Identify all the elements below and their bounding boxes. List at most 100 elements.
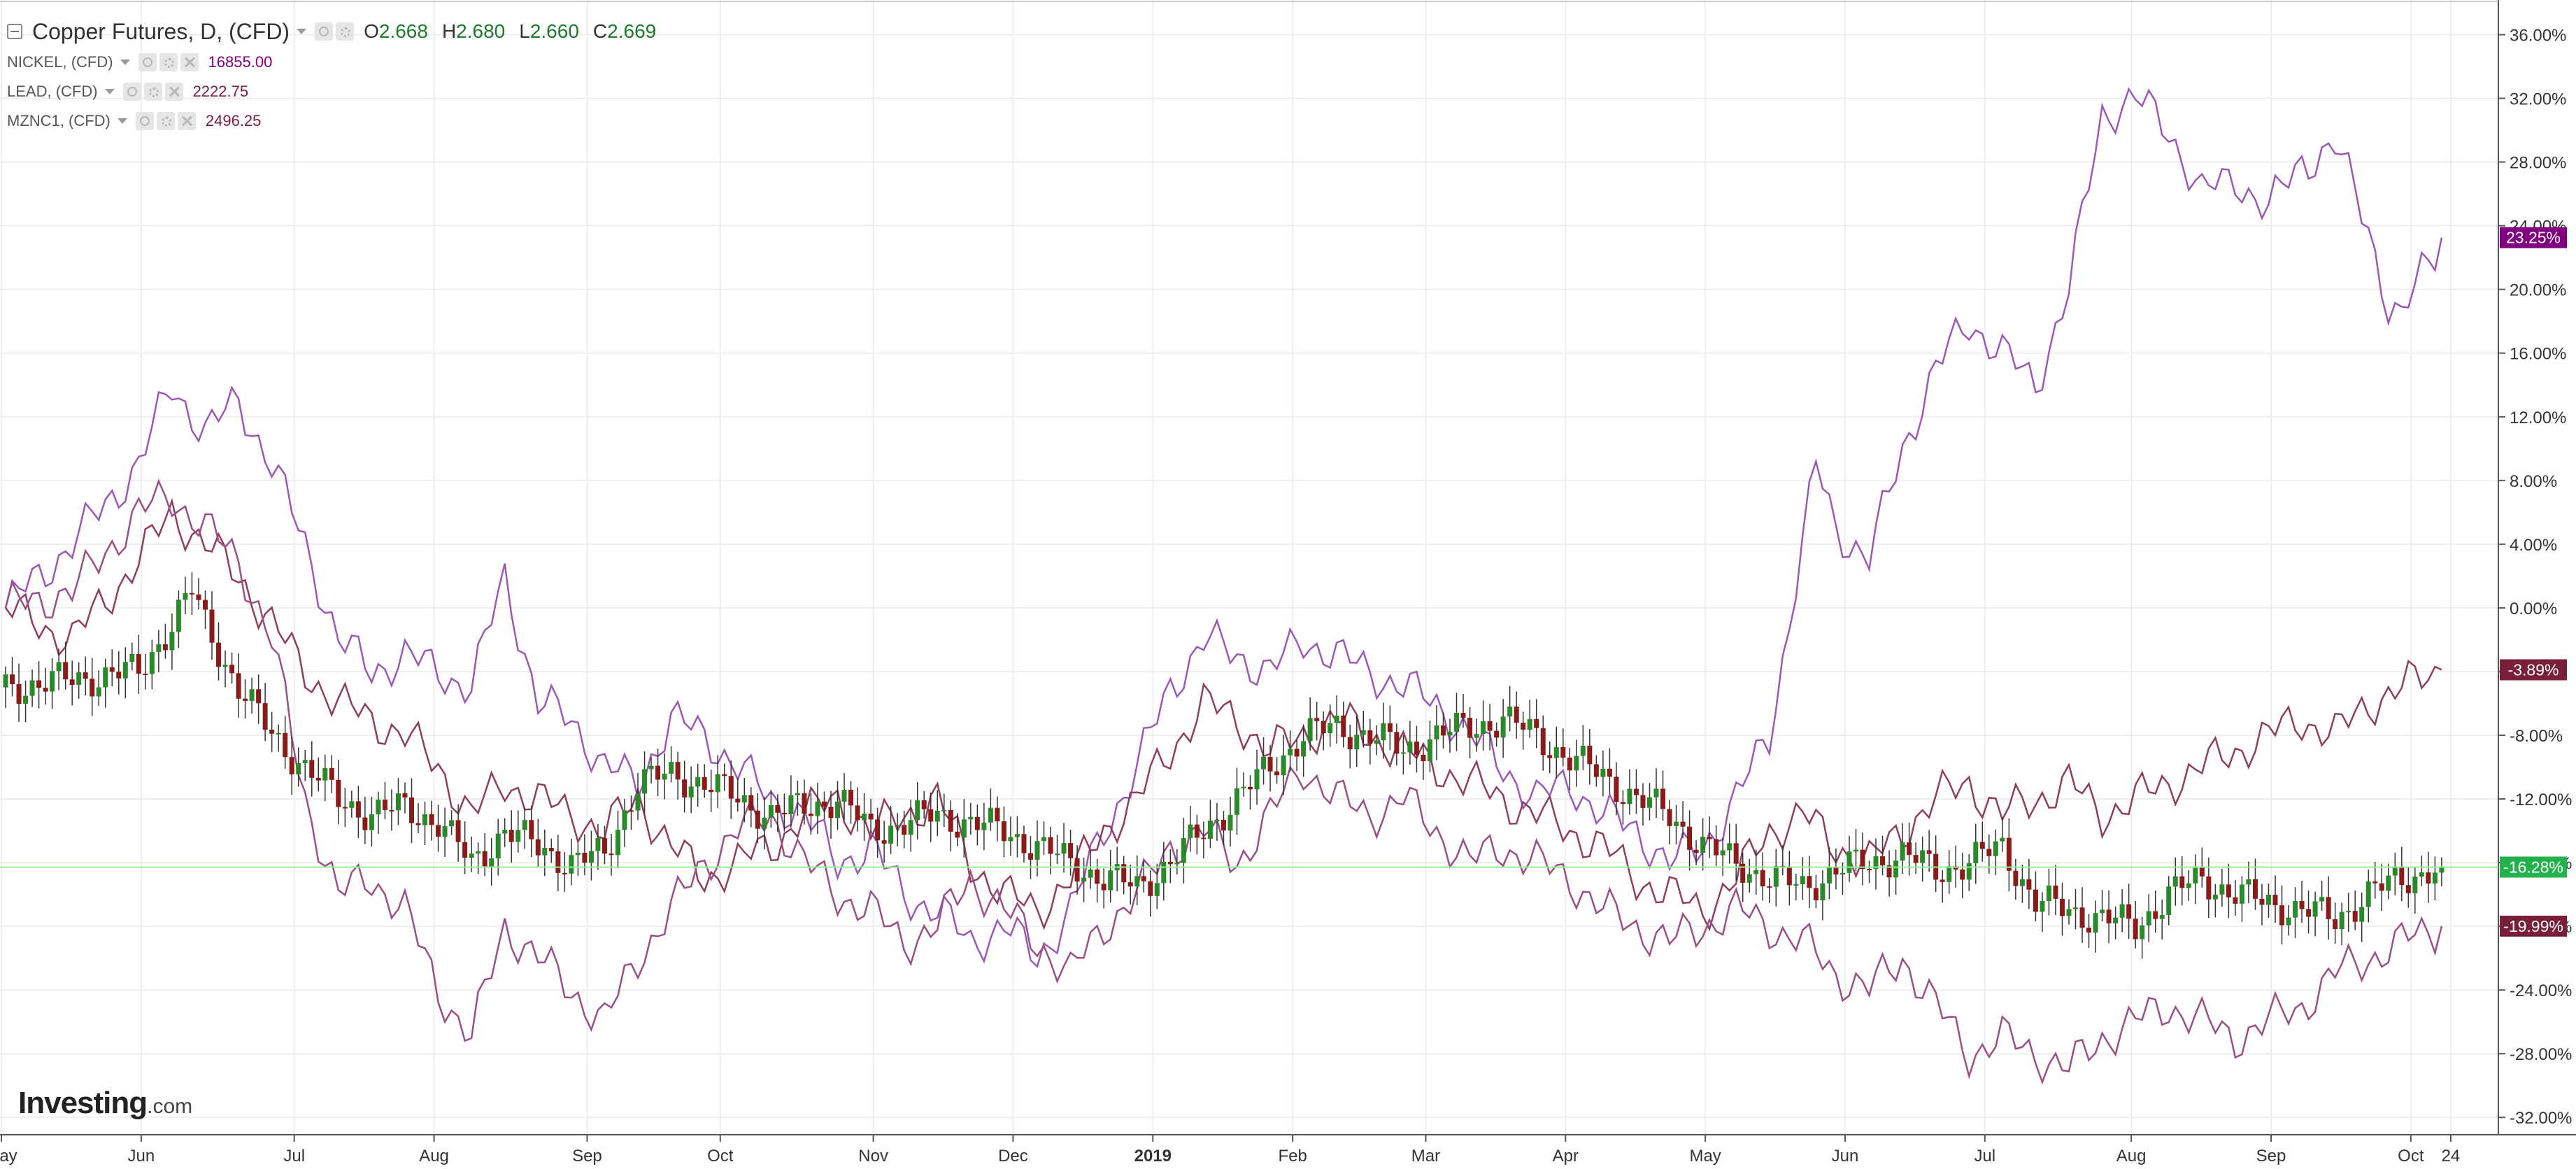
candle-body [1947,866,1952,882]
candle-body [1321,721,1326,734]
candle-body [162,644,168,651]
value-label-text: -19.99% [2503,917,2563,935]
candle-body [2146,911,2151,926]
candle-body [1733,843,1739,864]
candle-body [728,776,734,799]
candle-body [1880,856,1886,865]
collapse-legend-icon[interactable] [7,24,22,39]
candle-body [1307,718,1313,742]
candle-body [955,831,960,838]
eye-icon[interactable] [315,22,334,41]
y-tick-label: -8.00% [2510,727,2563,746]
x-tick-label: Jun [1832,1147,1859,1166]
candle-body [315,777,321,781]
candle-body [2279,905,2285,926]
candle-body [655,765,661,780]
candle-body [1786,866,1792,886]
candle-body [1367,730,1373,744]
candle-body [609,853,614,856]
y-tick-label: 4.00% [2510,536,2557,555]
ohlc-high: H2.680 [441,20,506,42]
eye-icon[interactable] [122,83,141,101]
chevron-down-icon[interactable] [120,59,130,65]
gear-icon[interactable] [159,53,178,71]
main-series-title[interactable]: Copper Futures, D, (CFD) [32,18,290,44]
candle-body [469,853,474,858]
candle-body [1826,867,1832,884]
candle-body [243,698,248,701]
legend-main-series[interactable]: Copper Futures, D, (CFD) O2.668 H2.680 L… [7,15,670,48]
candle-body [1248,786,1253,790]
candle-body [1853,849,1858,852]
price-axis[interactable]: 36.00%32.00%28.00%24.00%20.00%16.00%12.0… [2498,27,2572,1128]
candle-body [1334,715,1339,723]
x-tick-label: Jul [283,1147,305,1166]
candle-body [1467,717,1473,738]
candle-body [1514,706,1519,723]
candle-body [2153,911,2158,919]
candle-body [1760,870,1765,886]
candle-body [2426,872,2431,884]
candle-body [682,779,688,798]
candle-body [921,800,927,809]
candle-body [1121,864,1127,883]
candle-body [1188,824,1193,838]
chevron-down-icon[interactable] [117,118,127,124]
eye-icon[interactable] [135,112,154,130]
value-label-text: 23.25% [2506,229,2561,247]
candle-body [548,848,554,851]
candle-body [43,688,48,692]
close-icon[interactable] [164,83,183,101]
candle-body [2252,879,2258,899]
investing-logo[interactable]: Investing.com [18,1086,192,1121]
chevron-down-icon[interactable] [104,89,115,94]
candle-body [1127,882,1133,887]
candle-body [1714,839,1719,856]
candle-body [1055,853,1060,856]
candle-body [695,777,701,787]
overlay-name[interactable]: MZNC1, (CFD) [7,112,111,129]
eye-icon[interactable] [138,53,157,71]
candle-body [1547,755,1553,758]
candle-body [176,600,181,632]
candle-body [236,673,241,699]
legend-row-nickel[interactable]: NICKEL, (CFD) 16855.00 [7,48,670,77]
candle-body [2106,909,2112,923]
y-tick-label: 16.00% [2510,345,2566,364]
candle-body [915,800,920,821]
candle-body [788,795,794,814]
gear-icon[interactable] [143,83,162,101]
candle-body [529,820,534,839]
current-value-label: -16.28% [2500,856,2567,878]
candle-body [436,825,441,837]
gear-icon[interactable] [336,22,355,41]
chevron-down-icon[interactable] [297,29,307,34]
overlay-name[interactable]: LEAD, (CFD) [7,83,98,100]
value-label-bg [2500,856,2567,878]
candle-body [1614,777,1619,802]
candle-body [1161,861,1167,884]
time-axis[interactable]: May Jun Jul Aug Sep Oct Nov Dec 2019 Feb Mar Apr May… [0,1135,2460,1166]
candle-body [2365,881,2371,907]
x-tick-label: Oct [707,1147,734,1166]
candle-body [2100,909,2105,914]
close-icon[interactable] [180,53,199,71]
candle-body [741,795,747,803]
candle-body [1008,837,1013,842]
legend-row-zinc[interactable]: MZNC1, (CFD) 2496.25 [7,106,670,136]
overlay-value: 2222.75 [192,83,249,100]
candle-body [289,757,294,774]
candle-body [1474,734,1479,738]
gear-icon[interactable] [156,112,175,130]
ohlc-low: L2.660 [519,20,579,42]
legend-row-lead[interactable]: LEAD, (CFD) 2222.75 [7,77,670,106]
y-tick-label: 32.00% [2510,90,2566,109]
candle-body [129,654,135,663]
candle-body [1181,837,1186,863]
candle-body [1447,732,1453,736]
overlay-name[interactable]: NICKEL, (CFD) [7,53,113,71]
ohlc-open: O2.668 [364,20,428,42]
close-icon[interactable] [177,112,196,130]
candle-body [755,810,760,829]
